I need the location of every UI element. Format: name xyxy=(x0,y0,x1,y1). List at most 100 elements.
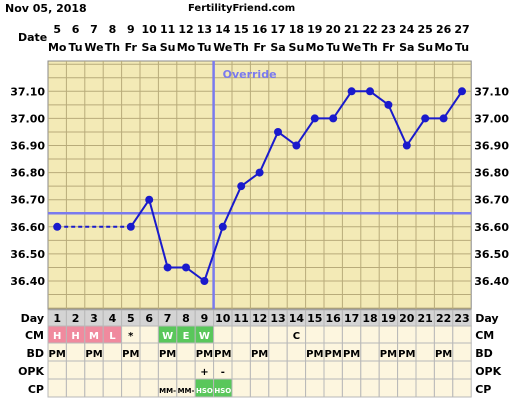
weekday-label: Su xyxy=(289,41,305,54)
table-text-cp: MM- xyxy=(159,387,176,395)
table-cell-opk xyxy=(65,360,86,380)
table-cell-cp xyxy=(139,378,159,398)
table-cell-cm xyxy=(433,325,454,344)
temp-point xyxy=(182,263,190,272)
table-text-bd: PM xyxy=(122,349,139,360)
table-cell-cm xyxy=(268,325,288,344)
table-text-cm: * xyxy=(128,331,134,342)
table-cell-opk xyxy=(249,360,270,380)
table-cell-cp xyxy=(397,378,417,398)
table-cell-opk xyxy=(378,360,399,380)
temp-point xyxy=(366,87,374,96)
y-tick-right: 36.80 xyxy=(474,167,509,180)
weekday-label: Fr xyxy=(253,41,266,54)
date-label: 24 xyxy=(399,23,415,36)
weekday-label: Sa xyxy=(142,41,157,54)
weekday-label: We xyxy=(342,41,361,54)
table-text-bd: PM xyxy=(85,349,102,360)
table-text-day: 6 xyxy=(145,312,153,325)
table-cell-cm xyxy=(231,325,251,344)
table-text-bd: PM xyxy=(251,349,268,360)
table-text-bd: PM xyxy=(343,349,360,360)
table-cell-opk xyxy=(268,360,288,380)
weekday-label: Su xyxy=(160,41,176,54)
temp-point xyxy=(145,195,154,204)
y-tick-left: 37.00 xyxy=(10,112,45,125)
temp-segment xyxy=(221,185,243,228)
row-label-right: CP xyxy=(475,383,491,396)
table-cell-cm xyxy=(213,325,233,344)
table-text-bd: PM xyxy=(306,349,323,360)
table-cell-opk xyxy=(176,360,196,380)
table-cell-cm xyxy=(452,325,472,344)
row-label-left: OPK xyxy=(18,365,44,378)
table-cell-opk xyxy=(360,360,380,380)
table-cell-opk xyxy=(397,360,417,380)
date-label: 19 xyxy=(307,23,322,36)
temp-point xyxy=(347,87,356,96)
row-label-left: CM xyxy=(25,329,44,342)
table-cell-cp xyxy=(47,378,67,398)
y-tick-right: 36.70 xyxy=(474,194,509,207)
date-label: 20 xyxy=(326,23,342,36)
date-label: 6 xyxy=(72,23,80,36)
table-cell-bd xyxy=(102,342,123,362)
temp-segment xyxy=(203,226,224,282)
weekday-label: Tu xyxy=(197,41,211,54)
temp-point xyxy=(255,168,264,177)
date-label: 18 xyxy=(289,23,304,36)
table-text-cm: W xyxy=(199,331,210,342)
table-text-day: 20 xyxy=(399,312,415,325)
weekday-label: Fr xyxy=(125,41,138,54)
row-label-right: BD xyxy=(475,347,493,360)
table-cell-cp xyxy=(102,378,123,398)
site-name[interactable]: FertilityFriend.com xyxy=(188,3,295,14)
table-cell-opk xyxy=(121,360,141,380)
temp-segment xyxy=(405,117,427,147)
date-label: 25 xyxy=(418,23,433,36)
row-label-left: CP xyxy=(28,383,44,396)
table-text-day: 21 xyxy=(418,312,433,325)
table-text-day: 8 xyxy=(182,312,190,325)
date-label: 9 xyxy=(127,23,135,36)
table-text-day: 15 xyxy=(307,312,322,325)
date-label: 13 xyxy=(197,23,212,36)
weekday-label: Th xyxy=(234,41,249,54)
table-cell-opk xyxy=(84,360,104,380)
table-cell-opk xyxy=(341,360,362,380)
table-text-bd: PM xyxy=(435,349,452,360)
table-text-day: 3 xyxy=(90,312,98,325)
date-label: 17 xyxy=(270,23,285,36)
table-cell-opk xyxy=(47,360,67,380)
table-text-cm: M xyxy=(89,331,99,342)
weekday-label: Mo xyxy=(434,41,453,54)
weekday-label: Th xyxy=(362,41,377,54)
table-cell-bd xyxy=(360,342,380,362)
table-text-day: 16 xyxy=(326,312,342,325)
table-cell-bd xyxy=(65,342,86,362)
temp-point xyxy=(329,114,338,123)
y-tick-right: 36.60 xyxy=(474,221,509,234)
table-text-cm: H xyxy=(53,331,61,342)
temp-segment xyxy=(148,199,169,268)
weekday-label: Fr xyxy=(382,41,395,54)
table-text-day: 22 xyxy=(436,312,451,325)
date-label: 14 xyxy=(215,23,231,36)
temp-point xyxy=(274,127,282,136)
weekday-label: Tu xyxy=(326,41,340,54)
table-cell-cm xyxy=(341,325,362,344)
table-text-bd: PM xyxy=(214,349,231,360)
y-tick-left: 37.10 xyxy=(10,85,45,98)
table-cell-opk xyxy=(452,360,472,380)
table-text-day: 9 xyxy=(201,312,209,325)
y-tick-left: 36.70 xyxy=(10,194,45,207)
y-tick-right: 36.50 xyxy=(474,248,509,261)
row-label-left: Day xyxy=(21,312,44,325)
table-cell-opk xyxy=(231,360,251,380)
y-tick-right: 36.90 xyxy=(474,140,509,153)
temp-segment xyxy=(332,90,353,119)
table-text-cp: HSO xyxy=(196,387,213,395)
table-cell-cp xyxy=(305,378,325,398)
table-cell-cm xyxy=(305,325,325,344)
table-cell-cm xyxy=(360,325,380,344)
